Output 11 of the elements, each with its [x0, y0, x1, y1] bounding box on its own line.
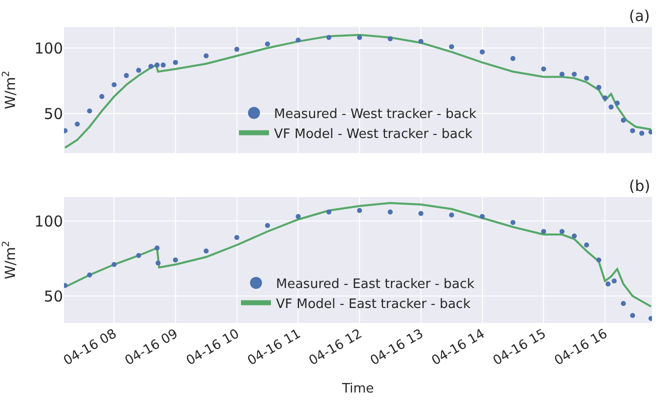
- legend-label: VF Model - West tracker - back: [274, 126, 473, 142]
- y-tick-label: 100: [34, 39, 63, 58]
- legend-label: Measured - West tracker - back: [274, 106, 477, 122]
- legend-label: Measured - East tracker - back: [276, 276, 475, 292]
- text: (b): [629, 177, 650, 195]
- x-axis-title: Time: [341, 381, 374, 396]
- y-tick-label: 50: [44, 104, 63, 123]
- text: (a): [629, 7, 650, 25]
- y-tick-label: 50: [44, 287, 63, 306]
- legend-label: VF Model - East tracker - back: [276, 296, 471, 312]
- y-tick-label: 100: [34, 212, 63, 230]
